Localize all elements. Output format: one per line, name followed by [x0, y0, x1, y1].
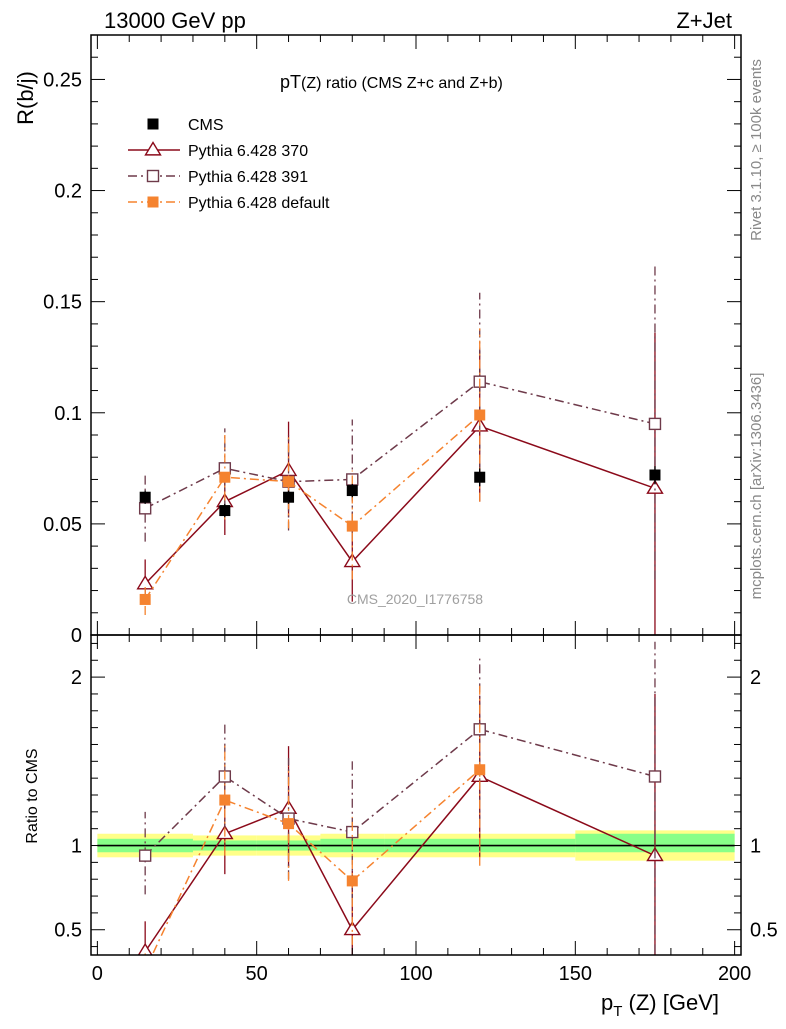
bottom-series-0-point-0: [137, 942, 153, 955]
mcplots-text: mcplots.cern.ch [arXiv:1306.3436]: [748, 373, 765, 600]
bottom-y-tick-label-1: 1: [71, 836, 82, 858]
top-series-3-line: [144, 414, 481, 600]
top-y-tick-label-0: 0: [71, 625, 82, 647]
legend-marker-0: [147, 118, 159, 130]
bottom-series-0-point-3: [343, 920, 362, 936]
legend-entry-1: Pythia 6.428 370: [128, 141, 308, 160]
top-series-1-line: [144, 425, 656, 585]
bottom-y-tick-label-right-2: 2: [750, 667, 761, 689]
top-y-tick-label-2: 0.1: [54, 403, 82, 425]
bottom-series-2-point-4: [474, 764, 486, 776]
top-series-3-point-3: [346, 520, 358, 532]
top-series-0-point-0: [139, 491, 151, 503]
watermark: CMS_2020_I1776758: [347, 591, 483, 607]
top-series-0-point-5: [649, 469, 661, 481]
legend-marker-3: [147, 196, 159, 208]
chart-title: pT(Z) ratio (CMS Z+c and Z+b): [280, 72, 503, 92]
top-series-0-point-1: [219, 505, 231, 517]
top-series-0-point-2: [283, 491, 295, 503]
x-tick-label-3: 150: [559, 963, 592, 985]
x-tick-label-1: 50: [246, 963, 268, 985]
bottom-y-tick-label-0: 0.5: [54, 920, 82, 942]
bottom-series-2-point-3: [346, 875, 358, 887]
x-axis-label: pT (Z) [GeV]: [601, 990, 719, 1020]
legend-marker-1: [144, 141, 162, 156]
bottom-ylabel: Ratio to CMS: [24, 748, 41, 843]
x-tick-label-0: 0: [92, 963, 103, 985]
top-series-0-point-3: [346, 485, 358, 497]
x-tick-label-2: 100: [399, 963, 432, 985]
bottom-series-1-point-0: [138, 849, 152, 862]
bottom-series-2-point-0: [140, 965, 151, 976]
top-ylabel: R(b/j): [13, 71, 38, 125]
bottom-series-2-point-2: [283, 818, 295, 830]
top-y-tick-label-4: 0.2: [54, 181, 82, 203]
top-series-3-point-1: [219, 471, 231, 483]
rivet-text: Rivet 3.1.10, ≥ 100k events: [748, 59, 765, 241]
top-y-tick-label-1: 0.05: [43, 514, 82, 536]
top-series-3-point-2: [283, 476, 295, 488]
bottom-series-2-point-1: [219, 794, 231, 806]
top-series-0-point-4: [474, 471, 486, 483]
header-left: 13000 GeV pp: [104, 8, 246, 33]
legend-entry-3: Pythia 6.428 default: [128, 195, 330, 212]
top-series-3-point-0: [139, 593, 151, 605]
top-y-tick-label-3: 0.15: [43, 292, 82, 314]
bottom-frame: [90, 634, 742, 956]
legend-entry-2: Pythia 6.428 391: [128, 169, 308, 186]
legend-label-0: CMS: [188, 117, 224, 134]
bottom-series-1-point-5: [648, 770, 662, 783]
bottom-y-tick-label-right-1: 1: [750, 836, 761, 858]
header-right: Z+Jet: [676, 8, 732, 33]
top-series-1-point-5: [646, 479, 664, 494]
legend-label-1: Pythia 6.428 370: [188, 143, 308, 160]
legend: CMS Pythia 6.428 370 Pythia 6.428 391 Pythi…: [128, 117, 330, 212]
bottom-series-0-line: [144, 775, 656, 953]
top-series-2-line: [144, 380, 656, 510]
top-y-tick-label-5: 0.25: [43, 69, 82, 91]
x-tick-label-4: 200: [718, 963, 751, 985]
legend-label-3: Pythia 6.428 default: [188, 195, 330, 212]
legend-marker-2: [146, 169, 160, 183]
bottom-series-2-line: [151, 769, 481, 955]
top-series-2-point-5: [648, 417, 662, 431]
top-series-2-point-0: [138, 502, 152, 515]
bottom-y-tick-label-2: 2: [71, 667, 82, 689]
legend-label-2: Pythia 6.428 391: [188, 169, 308, 186]
top-series-3-point-4: [474, 409, 486, 421]
bottom-y-tick-label-right-0: 0.5: [750, 920, 778, 942]
legend-entry-0: CMS: [147, 117, 224, 134]
